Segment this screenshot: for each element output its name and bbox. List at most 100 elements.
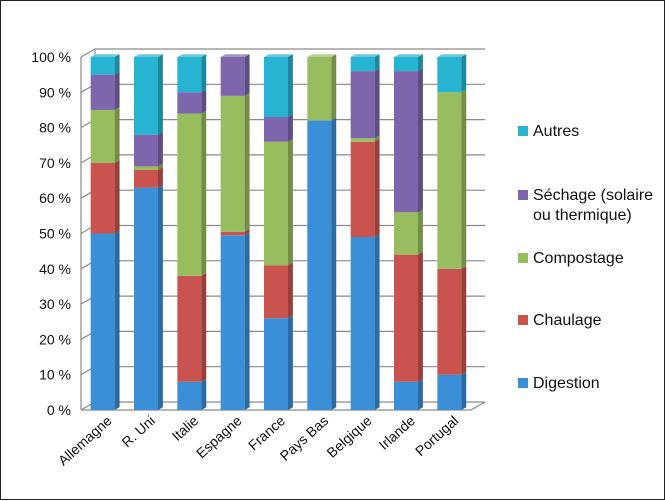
bar-top-autres [350, 54, 380, 57]
bar-side-compostage [201, 110, 207, 276]
legend-swatch [518, 190, 528, 200]
bar-segment-chaulage [394, 254, 418, 382]
bar-side-digestion [114, 230, 120, 410]
x-tick-label: Portugal [412, 412, 461, 459]
y-tick-label: 60 % [39, 190, 71, 206]
bar-segment-sechage-solaire-ou-thermique [220, 57, 245, 96]
bar-side-compostage [244, 93, 250, 232]
legend-item-sechage-solaire-ou-thermique: Séchage (solaire ou thermique) [518, 187, 653, 224]
bar-side-chaulage [201, 273, 207, 382]
bar-segment-sechage-solaire-ou-thermique [264, 117, 288, 142]
bar-side-autres [461, 54, 467, 93]
bar-segment-digestion [394, 381, 418, 410]
bar-side-compostage [461, 89, 467, 269]
bar-top-compostage [307, 54, 337, 57]
bar-side-autres [288, 54, 293, 118]
x-tick-label: R. Uni [118, 412, 158, 450]
bar-top-autres [134, 54, 163, 57]
bar-side-autres [374, 54, 380, 72]
bar-segment-autres [177, 57, 202, 93]
bar-group-portugal [437, 54, 467, 410]
bar-segment-digestion [264, 318, 288, 410]
bar-side-sechage-solaire-ou-thermique [374, 68, 380, 139]
bar-segment-sechage-solaire-ou-thermique [134, 134, 158, 167]
bar-segment-autres [350, 57, 375, 72]
bar-segment-sechage-solaire-ou-thermique [177, 92, 202, 114]
bar-segment-autres [437, 57, 462, 93]
bar-group-belgique [350, 54, 380, 410]
bar-side-chaulage [114, 160, 120, 234]
bar-side-sechage-solaire-ou-thermique [244, 54, 250, 96]
bar-segment-autres [394, 57, 418, 72]
legend-item-compostage: Compostage [518, 250, 624, 267]
bar-segment-digestion [350, 237, 375, 410]
bar-side-chaulage [288, 262, 293, 319]
bar-segment-chaulage [437, 268, 462, 375]
bar-segment-compostage [90, 109, 115, 163]
legend-item-digestion: Digestion [518, 375, 600, 392]
bar-side-digestion [201, 378, 207, 410]
y-tick-label: 10 % [39, 367, 71, 383]
bar-segment-chaulage [177, 275, 202, 382]
bar-group-italie [177, 54, 207, 410]
legend-label: Séchage (solaire ou thermique) [533, 187, 653, 224]
bar-segment-compostage [134, 166, 158, 170]
bar-side-digestion [331, 117, 337, 411]
bar-side-compostage [158, 163, 163, 170]
bar-top-autres [394, 54, 423, 57]
bar-top-autres [264, 54, 293, 57]
bar-segment-compostage [437, 92, 462, 269]
bar-side-compostage [331, 54, 337, 121]
bar-side-chaulage [374, 138, 380, 238]
bar-side-chaulage [244, 228, 250, 236]
legend-item-autres: Autres [518, 123, 579, 140]
x-axis-depth [470, 401, 486, 411]
bar-top-sechage-solaire-ou-thermique [220, 54, 250, 57]
bar-side-autres [201, 54, 207, 93]
bar-segment-compostage [394, 212, 418, 255]
bar-side-compostage [374, 135, 380, 142]
bar-side-digestion [244, 232, 250, 410]
bar-segment-autres [90, 57, 115, 75]
bar-segment-sechage-solaire-ou-thermique [90, 74, 115, 110]
y-axis-tick-labels: 0 % 10 % 20 % 30 % 40 % 50 % 60 % 70 % 80 % 90 % 1… [31, 49, 71, 418]
legend-swatch [518, 126, 528, 136]
bar-side-sechage-solaire-ou-thermique [114, 71, 120, 110]
x-tick-label: Allemagne [55, 412, 115, 468]
bar-side-sechage-solaire-ou-thermique [201, 89, 207, 114]
bar-segment-digestion [90, 233, 115, 410]
bar-segment-compostage [307, 57, 332, 121]
bar-side-compostage [114, 107, 120, 163]
x-tick-label: Espagne [193, 412, 245, 461]
bar-segment-sechage-solaire-ou-thermique [394, 71, 418, 213]
y-tick-label: 90 % [39, 84, 71, 100]
bar-segment-autres [134, 57, 158, 135]
bar-side-compostage [418, 209, 423, 255]
bar-group-espagne [220, 54, 250, 410]
bar-segment-chaulage [220, 231, 245, 236]
legend-item-chaulage: Chaulage [518, 312, 602, 329]
bar-segment-compostage [264, 141, 288, 266]
legend-label: Autres [533, 123, 579, 140]
bar-segment-digestion [307, 120, 332, 410]
legend-swatch [518, 315, 528, 325]
bar-segment-autres [264, 57, 288, 118]
legend-label: Compostage [533, 250, 624, 267]
bar-side-autres [418, 54, 423, 72]
bar-segment-digestion [177, 381, 202, 410]
bar-top-autres [437, 54, 467, 57]
x-tick-label: Pays Bas [277, 412, 332, 463]
bar-side-chaulage [461, 266, 467, 375]
y-tick-label: 40 % [39, 261, 71, 277]
bar-top-autres [177, 54, 207, 57]
y-tick-label: 100 % [31, 49, 71, 65]
bar-group-r-uni [134, 54, 163, 410]
bar-segment-compostage [350, 138, 375, 142]
bar-side-autres [114, 54, 120, 75]
bar-group-france [264, 54, 293, 410]
legend-label: Digestion [533, 375, 600, 392]
bar-segment-chaulage [134, 169, 158, 188]
y-tick-label: 50 % [39, 226, 71, 242]
bar-side-sechage-solaire-ou-thermique [288, 114, 293, 142]
